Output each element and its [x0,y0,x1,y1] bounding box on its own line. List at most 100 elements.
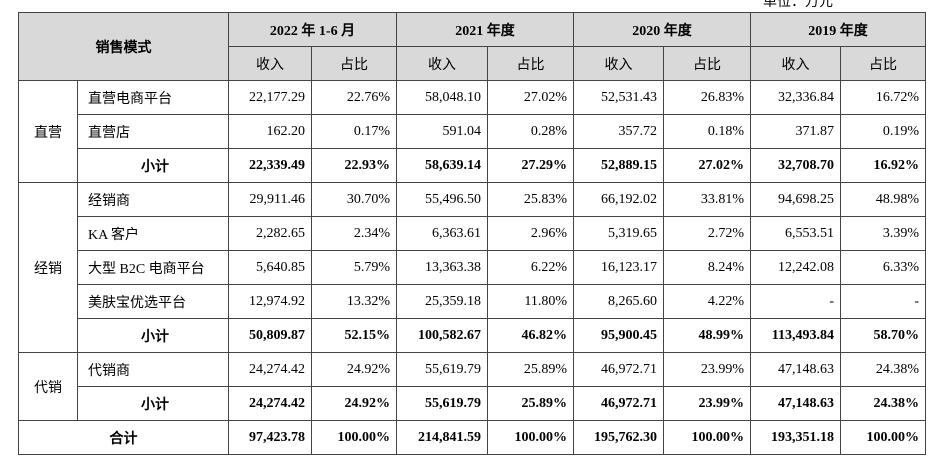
cell-value: 95,900.45 [573,318,665,353]
row-label: 直营电商平台 [77,80,229,115]
cell-value: 0.28% [487,114,575,149]
period-header: 2020 年度 [573,12,752,47]
cell-value: 52,531.43 [573,80,665,115]
column-header: 收入 [750,46,842,81]
cell-value: 4.22% [663,284,752,319]
cell-value: 50,809.87 [228,318,312,353]
cell-value: 12,242.08 [750,250,842,285]
row-label: 大型 B2C 电商平台 [77,250,229,285]
cell-value: 58,048.10 [396,80,489,115]
cell-value: 97,423.78 [228,420,312,455]
cell-value: 591.04 [396,114,489,149]
cell-value: 24,274.42 [228,352,312,387]
cell-value: 48.98% [840,182,927,217]
cell-value: 195,762.30 [573,420,665,455]
column-header: 收入 [228,46,312,81]
cell-value: 32,336.84 [750,80,842,115]
cell-value: 8.24% [663,250,752,285]
cell-value: 6.33% [840,250,927,285]
cell-value: 16.72% [840,80,927,115]
cell-value: 46.82% [487,318,575,353]
header-row: 销售模式 2022 年 1-6 月 2021 年度 2020 年度 2019 年度 [18,12,927,81]
cell-value: 100.00% [310,420,398,455]
cell-value: 55,619.79 [396,386,489,421]
cell-value: 100.00% [487,420,575,455]
total-label: 合计 [18,420,229,455]
cell-value: 6,363.61 [396,216,489,251]
cell-value: 47,148.63 [750,386,842,421]
cell-value: 0.18% [663,114,752,149]
cell-value: 6,553.51 [750,216,842,251]
header-row: 收入 占比 收入 占比 收入 占比 收入 占比 [19,46,927,81]
cell-value: 193,351.18 [750,420,842,455]
column-header: 收入 [573,46,665,81]
period-header: 2019 年度 [750,12,927,47]
unit-note: 单位：万元 [763,0,833,10]
cell-value: 12,974.92 [228,284,312,319]
cell-value: 24,274.42 [228,386,312,421]
row-label: 经销商 [77,182,229,217]
table-row: 直营店 162.20 0.17% 591.04 0.28% 357.72 0.18% 371.… [19,114,927,149]
row-label: 小计 [77,386,229,421]
cell-value: 94,698.25 [750,182,842,217]
column-header: 占比 [840,46,927,81]
cell-value: 22.93% [310,148,398,183]
row-label: KA 客户 [77,216,229,251]
cell-value: 2.34% [310,216,398,251]
cell-value: 6.22% [487,250,575,285]
cell-value: 113,493.84 [750,318,842,353]
total-row: 合计 97,423.78 100.00% 214,841.59 100.00% 195,7… [18,420,927,455]
table-row: 小计 50,809.87 52.15% 100,582.67 46.82% 95,900.… [19,318,927,353]
table-row: 小计 22,339.49 22.93% 58,639.14 27.29% 52,889.1… [19,148,927,183]
cell-value: 33.81% [663,182,752,217]
cell-value: 52.15% [310,318,398,353]
cell-value: 16,123.17 [573,250,665,285]
cell-value: 162.20 [228,114,312,149]
cell-value: - [840,284,927,319]
cell-value: 66,192.02 [573,182,665,217]
period-header: 2022 年 1-6 月 [227,12,398,47]
cell-value: 58,639.14 [396,148,489,183]
cell-value: 13,363.38 [396,250,489,285]
cell-value: 29,911.46 [228,182,312,217]
table-header: 销售模式 2022 年 1-6 月 2021 年度 2020 年度 2019 年度 收入… [18,12,927,81]
cell-value: 214,841.59 [396,420,489,455]
cell-value: 27.02% [663,148,752,183]
column-header: 占比 [663,46,752,81]
cell-value: 0.17% [310,114,398,149]
table-row: 代销 代销商 24,274.42 24.92% 55,619.79 25.89% 46,97… [18,352,927,421]
cell-value: 26.83% [663,80,752,115]
cell-value: 24.38% [840,352,927,387]
cell-value: 55,619.79 [396,352,489,387]
cell-value: 2,282.65 [228,216,312,251]
cell-value: 25.83% [487,182,575,217]
cell-value: 2.72% [663,216,752,251]
cell-value: 27.02% [487,80,575,115]
cell-value: 13.32% [310,284,398,319]
row-label: 直营店 [77,114,229,149]
cell-value: 24.92% [310,352,398,387]
header-title: 销售模式 [18,12,229,81]
cell-value: 23.99% [663,386,752,421]
cell-value: 48.99% [663,318,752,353]
cell-value: 0.19% [840,114,927,149]
cell-value: 100,582.67 [396,318,489,353]
group-label: 代销 [18,352,78,421]
cell-value: 25,359.18 [396,284,489,319]
column-header: 占比 [310,46,398,81]
period-header: 2021 年度 [396,12,575,47]
cell-value: 5.79% [310,250,398,285]
cell-value: 30.70% [310,182,398,217]
row-label: 代销商 [77,352,229,387]
column-header: 收入 [396,46,489,81]
cell-value: 8,265.60 [573,284,665,319]
group-label: 直营 [18,80,78,183]
cell-value: 2.96% [487,216,575,251]
cell-value: 47,148.63 [750,352,842,387]
cell-value: 371.87 [750,114,842,149]
group-label: 经销 [18,182,78,353]
table-row: 小计 24,274.42 24.92% 55,619.79 25.89% 46,972.7… [19,386,927,421]
cell-value: 55,496.50 [396,182,489,217]
cell-value: 5,640.85 [228,250,312,285]
table-row: KA 客户 2,282.65 2.34% 6,363.61 2.96% 5,319.65 2… [19,216,927,251]
